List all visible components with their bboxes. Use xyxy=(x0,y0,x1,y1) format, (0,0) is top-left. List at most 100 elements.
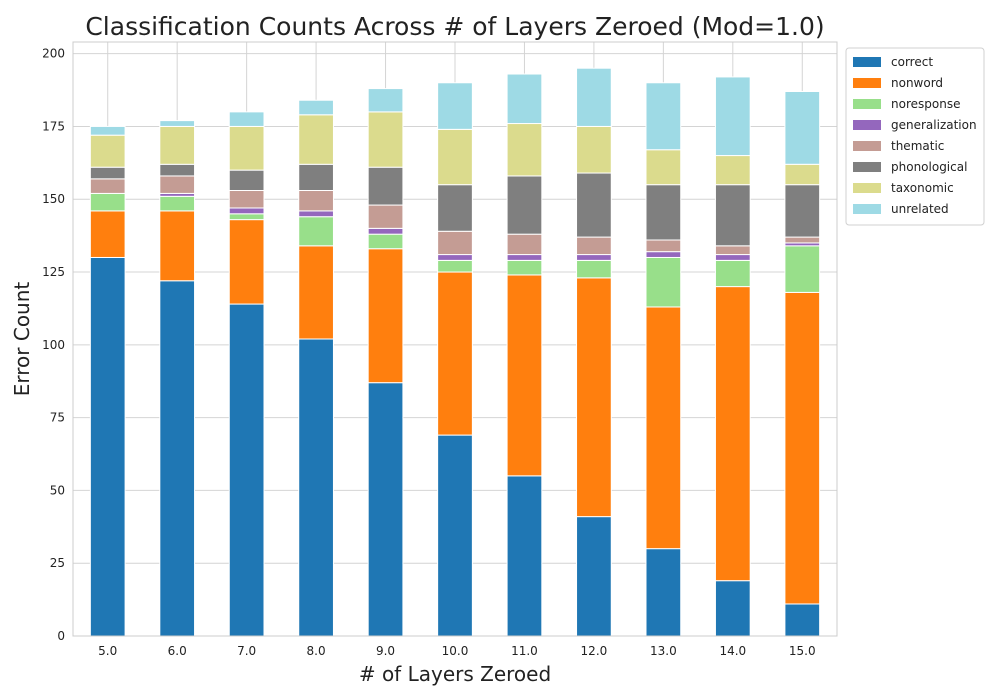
bar-segment-correct xyxy=(576,516,612,637)
y-tick-label: 0 xyxy=(57,629,65,643)
bar-segment-nonword xyxy=(576,277,612,518)
bar-segment-nonword xyxy=(228,219,265,305)
bar-segment-noresponse xyxy=(506,259,543,276)
bar-segment-noresponse xyxy=(784,245,821,293)
legend-label: unrelated xyxy=(891,202,949,216)
bar-segment-noresponse xyxy=(714,259,751,288)
x-tick-label: 10.0 xyxy=(442,644,469,658)
bar-segment-noresponse xyxy=(367,233,404,250)
bar-segment-noresponse xyxy=(576,259,612,279)
x-tick-label: 13.0 xyxy=(650,644,677,658)
y-tick-label: 150 xyxy=(42,192,65,206)
bar-segment-generalization xyxy=(437,254,473,261)
bar-segment-phonological xyxy=(298,163,334,191)
x-axis-label: # of Layers Zeroed xyxy=(359,662,551,686)
bar-segment-unrelated xyxy=(714,76,751,157)
y-tick-labels: 0 25 50 75 100 125 150 175 200 xyxy=(42,47,65,643)
legend-swatch-thematic xyxy=(853,141,881,151)
legend: correct nonword noresponse generalization th… xyxy=(845,47,985,226)
bar-segment-correct xyxy=(367,382,404,637)
legend-box xyxy=(845,47,985,226)
bar-segment-nonword xyxy=(645,306,682,550)
bar-segment-generalization xyxy=(645,251,682,258)
bar-segment-unrelated xyxy=(784,91,821,165)
legend-swatch-nonword xyxy=(853,78,881,88)
bar-segment-noresponse xyxy=(298,216,334,247)
bar-segment-noresponse xyxy=(228,213,265,221)
bar-segment-phonological xyxy=(437,184,473,232)
bar-segment-thematic xyxy=(714,245,751,256)
bar-segment-taxonomic xyxy=(159,125,196,165)
bar-segment-thematic xyxy=(228,190,265,209)
bar-segment-unrelated xyxy=(506,73,543,125)
legend-label: phonological xyxy=(891,160,967,174)
bar-segment-taxonomic xyxy=(784,163,821,186)
bar-segment-nonword xyxy=(437,271,473,436)
bar-segment-unrelated xyxy=(437,82,473,130)
bar-segment-phonological xyxy=(576,172,612,238)
bar-segment-correct xyxy=(506,475,543,637)
bar-segment-unrelated xyxy=(159,120,196,127)
x-tick-labels: 5.0 6.0 7.0 8.0 9.0 10.0 11.0 12.0 13.0 14.0 15.0 xyxy=(98,644,815,658)
chart-title: Classification Counts Across # of Layers… xyxy=(85,12,824,41)
bar-segment-taxonomic xyxy=(89,134,126,168)
bar-segment-nonword xyxy=(159,210,196,282)
y-tick-label: 100 xyxy=(42,338,65,352)
bar-segment-thematic xyxy=(159,175,196,194)
bar-segment-phonological xyxy=(784,184,821,238)
bar-segment-thematic xyxy=(437,230,473,256)
legend-label: nonword xyxy=(891,76,943,90)
bar-segment-generalization xyxy=(298,210,334,218)
bar-segment-taxonomic xyxy=(576,125,612,174)
legend-label: correct xyxy=(891,55,933,69)
bar-segment-correct xyxy=(437,434,473,637)
bar-segment-taxonomic xyxy=(714,155,751,186)
bar-segment-nonword xyxy=(784,291,821,605)
legend-items: correct nonword noresponse generalization th… xyxy=(853,55,977,216)
legend-swatch-generalization xyxy=(853,120,881,130)
x-tick-label: 8.0 xyxy=(307,644,326,658)
bars xyxy=(89,67,821,637)
bar-segment-thematic xyxy=(89,178,126,194)
y-tick-label: 125 xyxy=(42,265,65,279)
bar-segment-phonological xyxy=(714,184,751,247)
bar-segment-thematic xyxy=(645,239,682,253)
bar-segment-thematic xyxy=(298,190,334,212)
bar-segment-correct xyxy=(784,603,821,637)
y-tick-label: 175 xyxy=(42,119,65,133)
x-tick-label: 11.0 xyxy=(511,644,538,658)
legend-label: taxonomic xyxy=(891,181,954,195)
bar-segment-phonological xyxy=(645,184,682,241)
bar-segment-correct xyxy=(159,280,196,637)
legend-label: noresponse xyxy=(891,97,960,111)
y-tick-label: 25 xyxy=(50,556,65,570)
x-tick-label: 12.0 xyxy=(581,644,608,658)
bar-segment-unrelated xyxy=(576,67,612,127)
y-axis-label: Error Count xyxy=(10,282,34,397)
bar-segment-generalization xyxy=(576,254,612,261)
bar-segment-noresponse xyxy=(159,195,196,212)
bar-segment-generalization xyxy=(228,207,265,215)
bar-segment-generalization xyxy=(506,254,543,261)
bar-segment-nonword xyxy=(298,245,334,340)
bar-segment-taxonomic xyxy=(298,114,334,165)
bar-segment-phonological xyxy=(367,166,404,206)
bar-segment-correct xyxy=(714,580,751,637)
bar-segment-nonword xyxy=(367,248,404,384)
bar-segment-phonological xyxy=(506,175,543,235)
bar-segment-generalization xyxy=(367,227,404,235)
bar-segment-noresponse xyxy=(437,259,473,273)
bar-segment-unrelated xyxy=(89,125,126,136)
bar-segment-correct xyxy=(645,548,682,637)
bar-segment-unrelated xyxy=(367,88,404,113)
bar-segment-phonological xyxy=(159,163,196,177)
bar-segment-phonological xyxy=(228,169,265,191)
bar-segment-taxonomic xyxy=(506,123,543,177)
bar-segment-taxonomic xyxy=(645,149,682,186)
bar-segment-thematic xyxy=(784,236,821,244)
legend-label: generalization xyxy=(891,118,977,132)
bar-segment-nonword xyxy=(89,210,126,258)
x-tick-label: 15.0 xyxy=(789,644,816,658)
bar-segment-thematic xyxy=(576,236,612,256)
